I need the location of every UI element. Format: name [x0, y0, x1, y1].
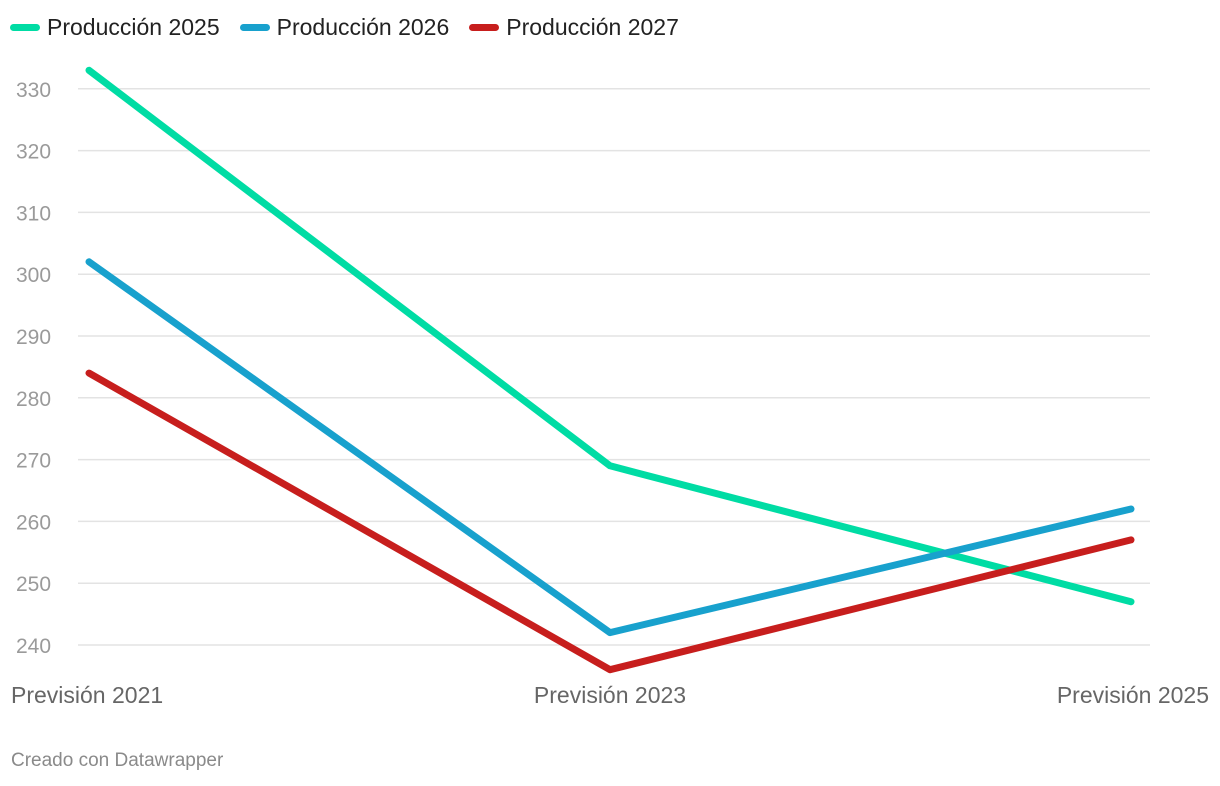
- gridlines: [78, 88, 1150, 646]
- y-tick-label-290: 290: [16, 326, 51, 349]
- x-category-label-2: Previsión 2025: [1057, 682, 1209, 708]
- y-tick-label-280: 280: [16, 388, 51, 411]
- legend-swatch-produccion-2027: [469, 24, 500, 31]
- y-tick-label-250: 250: [16, 573, 51, 596]
- x-category-label-0: Previsión 2021: [11, 682, 163, 708]
- legend-swatch-produccion-2026: [239, 24, 270, 31]
- y-tick-label-270: 270: [16, 450, 51, 473]
- y-tick-label-320: 320: [16, 141, 51, 164]
- series-line-1: [85, 258, 1135, 637]
- legend-label-produccion-2025: Producción 2025: [47, 14, 220, 40]
- y-tick-label-300: 300: [16, 264, 51, 287]
- chart-legend: Producción 2025 Producción 2026 Producci…: [10, 14, 699, 41]
- x-category-label-1: Previsión 2023: [534, 682, 686, 708]
- datawrapper-credit: Creado con Datawrapper: [11, 750, 224, 771]
- series-line-0: [85, 66, 1135, 606]
- series-line-2: [85, 369, 1135, 674]
- legend-item-produccion-2025: Producción 2025: [10, 14, 220, 41]
- y-tick-label-310: 310: [16, 202, 51, 225]
- legend-item-produccion-2027: Producción 2027: [469, 14, 679, 41]
- legend-label-produccion-2026: Producción 2026: [276, 14, 450, 40]
- legend-item-produccion-2026: Producción 2026: [239, 14, 450, 41]
- x-axis-category-labels: Previsión 2021 Previsión 2023 Previsión 20…: [11, 682, 1209, 708]
- y-tick-label-330: 330: [16, 79, 51, 102]
- series-lines: [85, 66, 1135, 674]
- legend-swatch-produccion-2025: [10, 24, 40, 31]
- y-axis-tick-labels: 240 250 260 270 280 290 300 310 320 330: [16, 79, 51, 658]
- y-tick-label-260: 260: [16, 511, 51, 534]
- line-chart: 240 250 260 270 280 290 300 310 320 330 Previsión…: [11, 66, 1209, 708]
- legend-label-produccion-2027: Producción 2027: [506, 14, 679, 40]
- y-tick-label-240: 240: [16, 635, 51, 658]
